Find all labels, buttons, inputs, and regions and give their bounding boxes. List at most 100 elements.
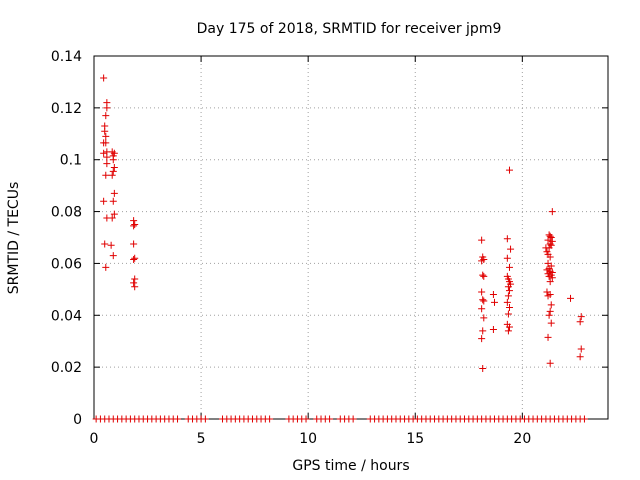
data-point: [109, 167, 117, 175]
data-point: [349, 415, 357, 423]
data-point: [102, 139, 110, 147]
data-point: [503, 298, 511, 306]
data-point: [505, 287, 513, 295]
data-point: [109, 197, 117, 205]
x-axis-label: GPS time / hours: [292, 458, 409, 474]
data-point: [478, 335, 486, 343]
data-point: [503, 235, 511, 243]
y-tick-label: 0.02: [51, 360, 82, 376]
data-point: [580, 415, 588, 423]
data-point: [103, 104, 111, 112]
data-point: [101, 240, 109, 248]
data-point: [326, 415, 334, 423]
data-point: [545, 311, 553, 319]
data-point: [130, 279, 138, 287]
data-point: [504, 327, 512, 335]
data-point: [100, 149, 108, 157]
data-point: [577, 313, 585, 321]
x-tick-label: 5: [197, 431, 206, 447]
data-point: [131, 221, 139, 229]
data-point: [100, 197, 108, 205]
data-point: [544, 292, 552, 300]
data-point: [102, 132, 110, 140]
data-point: [110, 210, 118, 218]
grid: [94, 56, 608, 419]
plot-frame: [93, 55, 609, 420]
data-point: [110, 163, 118, 171]
y-tick-label: 0.1: [60, 153, 82, 169]
data-point: [548, 208, 556, 216]
data-point: [545, 272, 553, 280]
data-point: [480, 272, 488, 280]
data-point: [103, 160, 111, 168]
data-point: [505, 263, 513, 271]
data-point: [302, 415, 310, 423]
data-point: [546, 253, 554, 261]
data-point: [479, 327, 487, 335]
data-point: [131, 275, 139, 283]
data-point: [503, 254, 511, 262]
x-tick-label: 15: [406, 431, 424, 447]
data-point: [479, 296, 487, 304]
data-point: [201, 415, 209, 423]
data-point: [109, 156, 117, 164]
y-tick-label: 0.08: [51, 205, 82, 221]
data-point: [102, 112, 110, 120]
y-tick-label: 0.06: [51, 256, 82, 272]
data-point: [130, 256, 138, 264]
y-tick-labels: 0 0.02 0.04 0.06 0.08 0.1 0.12 0.14: [51, 49, 82, 428]
y-tick-label: 0.14: [51, 49, 82, 65]
x-tick-label: 10: [299, 431, 317, 447]
data-point: [101, 127, 109, 135]
data-point: [504, 292, 512, 300]
data-point: [130, 222, 138, 230]
data-point: [546, 232, 554, 240]
data-point: [507, 245, 515, 253]
data-point: [504, 310, 512, 318]
data-point: [110, 189, 118, 197]
data-point: [478, 257, 486, 265]
data-point: [545, 244, 553, 252]
data-point: [131, 283, 139, 291]
data-point: [505, 304, 513, 312]
data-point: [546, 278, 554, 286]
data-point: [504, 283, 512, 291]
data-point: [478, 236, 486, 244]
data-point: [102, 263, 110, 271]
data-point: [480, 297, 488, 305]
data-point: [546, 240, 554, 248]
data-point: [174, 415, 182, 423]
data-point: [479, 364, 487, 372]
y-tick-label: 0.12: [51, 101, 82, 117]
data-point: [489, 326, 497, 334]
data-point: [109, 252, 117, 260]
data-point: [576, 353, 584, 361]
data-point: [480, 314, 488, 322]
data-point: [478, 288, 486, 296]
x-tick-label: 20: [513, 431, 531, 447]
data-point: [107, 241, 115, 249]
data-point: [546, 307, 554, 315]
data-point: [100, 74, 108, 82]
data-point: [544, 236, 552, 244]
data-point: [505, 166, 513, 174]
data-point: [489, 291, 497, 299]
x-tick-labels: 0 5 10 15 20: [90, 431, 532, 447]
data-point: [478, 305, 486, 313]
data-point: [479, 271, 487, 279]
data-point: [546, 359, 554, 367]
data-point: [577, 345, 585, 353]
data-point: [505, 323, 513, 331]
data-point: [108, 214, 116, 222]
data-point: [108, 171, 116, 179]
data-point: [543, 266, 551, 274]
data-point: [567, 294, 575, 302]
data-point: [548, 274, 556, 282]
data-points: [92, 74, 588, 423]
data-point: [130, 240, 138, 248]
data-point: [103, 153, 111, 161]
data-point: [131, 254, 139, 262]
data-point: [490, 298, 498, 306]
y-tick-label: 0: [73, 412, 82, 428]
